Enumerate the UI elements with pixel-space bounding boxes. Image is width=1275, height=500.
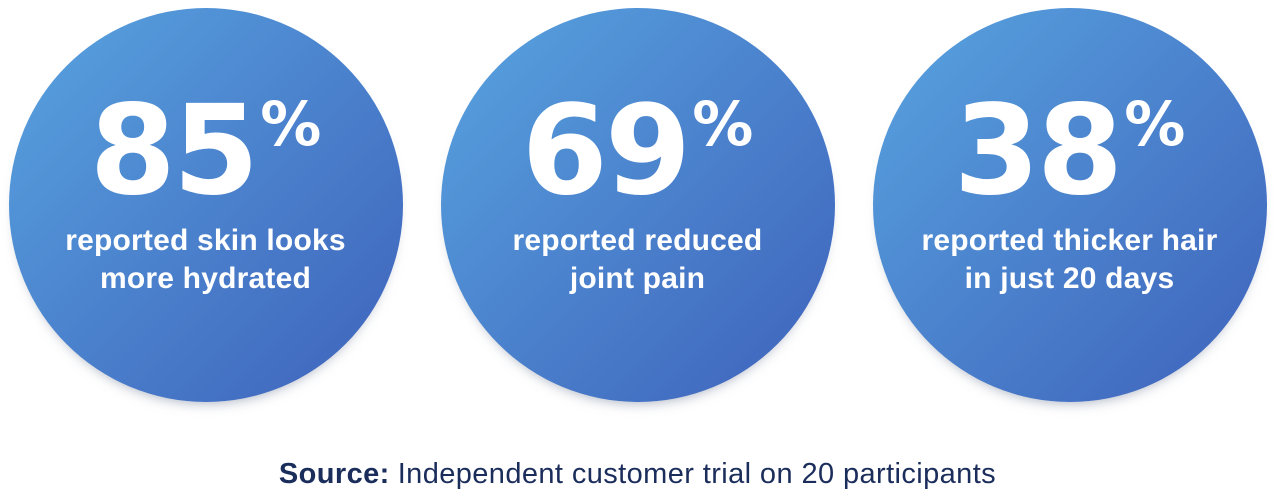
stat-circle-content: 69 % reported reduced joint pain xyxy=(513,79,763,298)
stat-circle-content: 38 % reported thicker hair in just 20 da… xyxy=(922,79,1218,298)
stat-value: 85 xyxy=(89,79,260,224)
stat-value-row: 85 % xyxy=(89,79,322,224)
stat-circle-joint-pain: 69 % reported reduced joint pain xyxy=(440,8,835,402)
stat-label-line1: reported skin looks xyxy=(65,223,346,257)
stat-circle-thicker-hair: 38 % reported thicker hair in just 20 da… xyxy=(872,8,1267,402)
stat-value: 38 xyxy=(953,79,1124,224)
source-row: Source: Independent customer trial on 20 … xyxy=(0,458,1275,491)
stat-circle-hydration: 85 % reported skin looks more hydrated xyxy=(8,8,403,402)
stat-circle-content: 85 % reported skin looks more hydrated xyxy=(65,79,346,298)
stat-label-line2: joint pain xyxy=(569,261,706,295)
stat-label: reported reduced joint pain xyxy=(513,222,763,298)
percent-sign: % xyxy=(1124,89,1186,161)
source-text: Independent customer trial on 20 partici… xyxy=(397,458,997,490)
stat-label-line2: more hydrated xyxy=(99,261,311,295)
stat-value: 69 xyxy=(521,79,692,224)
source-label: Source: xyxy=(278,458,390,490)
circles-row: 85 % reported skin looks more hydrated 6… xyxy=(8,8,1267,402)
stat-label: reported thicker hair in just 20 days xyxy=(922,222,1218,298)
stat-label-line2: in just 20 days xyxy=(964,261,1175,295)
stat-label-line1: reported thicker hair xyxy=(921,223,1218,257)
stat-value-row: 38 % xyxy=(953,79,1186,224)
stat-value-row: 69 % xyxy=(521,79,754,224)
stat-label: reported skin looks more hydrated xyxy=(65,222,346,298)
percent-sign: % xyxy=(260,89,322,161)
percent-sign: % xyxy=(692,89,754,161)
stat-label-line1: reported reduced xyxy=(512,223,763,257)
